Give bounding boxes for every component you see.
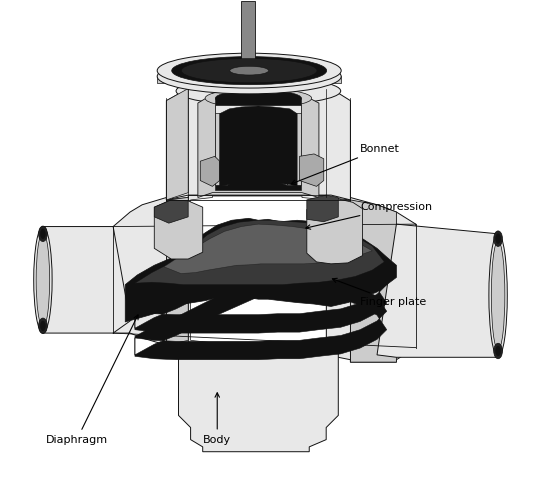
Ellipse shape (171, 56, 327, 85)
Polygon shape (244, 137, 254, 173)
Polygon shape (135, 247, 387, 333)
Polygon shape (351, 200, 397, 362)
Ellipse shape (36, 233, 50, 327)
Polygon shape (154, 200, 188, 223)
Ellipse shape (181, 58, 317, 83)
Text: Diaphragm: Diaphragm (46, 315, 138, 445)
Ellipse shape (494, 343, 503, 359)
Text: Finger plate: Finger plate (332, 278, 426, 307)
Polygon shape (215, 106, 227, 186)
Ellipse shape (496, 346, 500, 356)
Polygon shape (215, 98, 300, 190)
Ellipse shape (157, 53, 341, 88)
Polygon shape (307, 195, 338, 222)
Ellipse shape (41, 229, 45, 239)
Polygon shape (200, 156, 220, 187)
Polygon shape (113, 195, 416, 362)
Polygon shape (125, 218, 397, 322)
Polygon shape (377, 224, 498, 357)
Polygon shape (227, 108, 287, 186)
Ellipse shape (34, 226, 52, 333)
Ellipse shape (38, 226, 47, 242)
Polygon shape (198, 94, 319, 198)
Polygon shape (167, 89, 188, 200)
Polygon shape (135, 220, 384, 285)
Ellipse shape (489, 234, 507, 357)
Polygon shape (220, 106, 297, 187)
Ellipse shape (38, 318, 47, 334)
Ellipse shape (157, 59, 341, 94)
Ellipse shape (176, 77, 341, 105)
Text: Compression: Compression (306, 202, 432, 229)
Polygon shape (154, 200, 203, 259)
Polygon shape (167, 198, 188, 345)
Ellipse shape (215, 90, 301, 107)
Polygon shape (164, 224, 372, 274)
Polygon shape (307, 199, 362, 264)
Polygon shape (179, 345, 338, 452)
Text: Bonnet: Bonnet (291, 144, 400, 185)
Ellipse shape (494, 231, 503, 246)
Polygon shape (167, 84, 351, 200)
Polygon shape (135, 274, 387, 360)
Ellipse shape (491, 241, 505, 350)
Bar (241, 1, 255, 64)
Text: Body: Body (203, 393, 232, 445)
Polygon shape (215, 106, 300, 113)
Polygon shape (43, 226, 130, 333)
Polygon shape (254, 139, 261, 176)
Ellipse shape (230, 66, 268, 75)
Polygon shape (157, 76, 341, 83)
Polygon shape (300, 154, 324, 187)
Ellipse shape (496, 234, 500, 244)
Polygon shape (287, 106, 300, 186)
Ellipse shape (205, 89, 312, 108)
Ellipse shape (41, 321, 45, 331)
Polygon shape (234, 142, 244, 173)
Polygon shape (190, 196, 326, 343)
